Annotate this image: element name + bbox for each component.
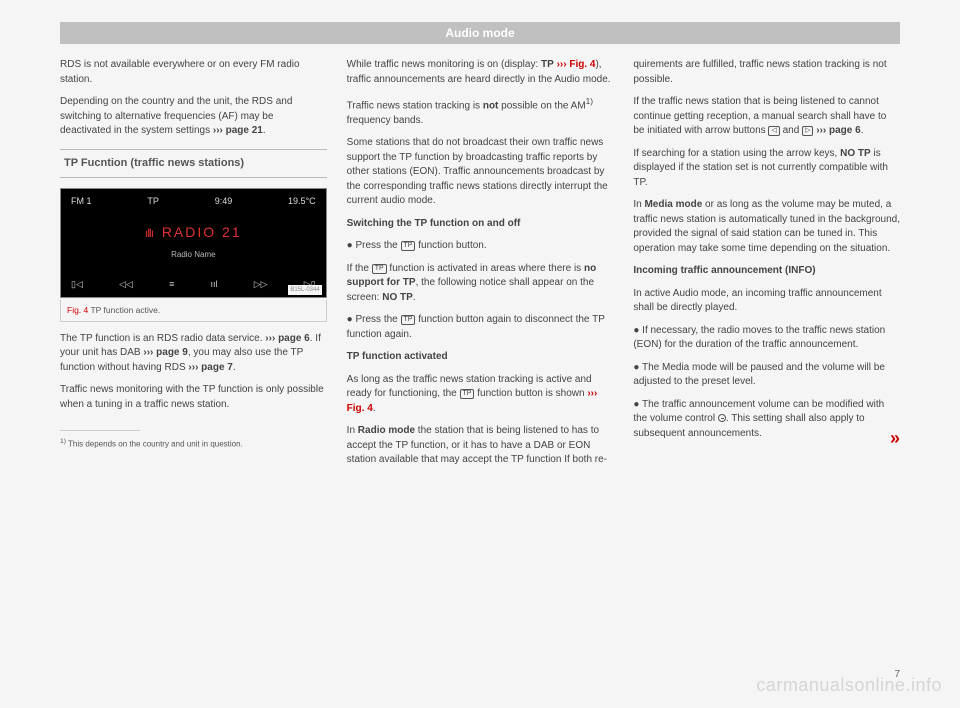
tp-label: TP <box>147 195 159 208</box>
time-label: 9:49 <box>215 195 233 208</box>
signal-bars-icon: ıllı <box>145 225 153 242</box>
menu-icon: ≡ <box>169 278 174 291</box>
body-text: Some stations that do not broadcast thei… <box>347 136 614 209</box>
column-1: RDS is not available everywhere or on ev… <box>60 58 327 476</box>
temp-label: 19.5°C <box>288 195 316 208</box>
signal-icon: ııl <box>211 278 218 291</box>
column-3: quirements are fulfilled, traffic news s… <box>633 58 900 476</box>
body-text: ● The traffic announcement volume can be… <box>633 398 900 442</box>
watermark: carmanualsonline.info <box>756 675 942 696</box>
body-text: In active Audio mode, an incoming traffi… <box>633 287 900 316</box>
figure-id: B15L-0344 <box>288 285 321 296</box>
tp-button-icon: TP <box>401 241 416 251</box>
body-text: ● The Media mode will be paused and the … <box>633 361 900 390</box>
body-text: The TP function is an RDS radio data ser… <box>60 332 327 376</box>
arrow-right-icon: ▷ <box>802 126 813 136</box>
header-title: Audio mode <box>445 26 514 40</box>
body-text: Traffic news monitoring with the TP func… <box>60 383 327 412</box>
section-header: Audio mode <box>60 22 900 44</box>
body-text: Traffic news station tracking is not pos… <box>347 95 614 128</box>
figure-button-row: ▯◁ ◁◁ ≡ ııl ▷▷ ▷▯ <box>71 278 316 291</box>
figure-status-bar: FM 1 TP 9:49 19.5°C <box>61 189 326 208</box>
continue-marker: » <box>890 425 900 451</box>
prev-icon: ▯◁ <box>71 278 83 291</box>
station-name: RADIO 21 <box>162 224 242 240</box>
footnote-rule <box>60 430 140 431</box>
body-text: ● Press the TP function button again to … <box>347 313 614 342</box>
column-2: While traffic news monitoring is on (dis… <box>347 58 614 476</box>
body-text: ● If necessary, the radio moves to the t… <box>633 324 900 353</box>
body-heading: TP function activated <box>347 350 614 365</box>
body-text: Depending on the country and the unit, t… <box>60 95 327 139</box>
arrow-left-icon: ◁ <box>768 126 779 136</box>
body-text: If the traffic news station that is bein… <box>633 95 900 139</box>
body-text: ● Press the TP function button. <box>347 239 614 254</box>
body-text: quirements are fulfilled, traffic news s… <box>633 58 900 87</box>
back-icon: ◁◁ <box>119 278 133 291</box>
columns: RDS is not available everywhere or on ev… <box>60 58 900 476</box>
figure-station: ıllı RADIO 21 Radio Name <box>61 222 326 260</box>
body-text: RDS is not available everywhere or on ev… <box>60 58 327 87</box>
footnote: 1) This depends on the country and unit … <box>60 437 327 450</box>
radio-name: Radio Name <box>61 249 326 261</box>
body-heading: Switching the TP function on and off <box>347 217 614 232</box>
fwd-icon: ▷▷ <box>254 278 268 291</box>
figure-caption: Fig. 4 TP function active. <box>60 300 327 321</box>
manual-page: Audio mode RDS is not available everywhe… <box>60 22 900 662</box>
subheading: TP Fucntion (traffic news stations) <box>60 149 327 179</box>
tp-button-icon: TP <box>401 315 416 325</box>
body-text: In Radio mode the station that is being … <box>347 424 614 468</box>
figure-ref: Fig. 4 <box>67 305 88 315</box>
body-text: If searching for a station using the arr… <box>633 147 900 191</box>
body-heading: Incoming traffic announcement (INFO) <box>633 264 900 279</box>
figure-4-radio-display: FM 1 TP 9:49 19.5°C ıllı RADIO 21 Radio … <box>60 188 327 298</box>
body-text: While traffic news monitoring is on (dis… <box>347 58 614 87</box>
fm-label: FM 1 <box>71 195 92 208</box>
body-text: If the TP function is activated in areas… <box>347 262 614 306</box>
body-text: In Media mode or as long as the volume m… <box>633 198 900 256</box>
volume-knob-icon <box>718 414 726 422</box>
tp-button-icon: TP <box>372 264 387 274</box>
tp-button-icon: TP <box>460 389 475 399</box>
body-text: As long as the traffic news station trac… <box>347 373 614 417</box>
